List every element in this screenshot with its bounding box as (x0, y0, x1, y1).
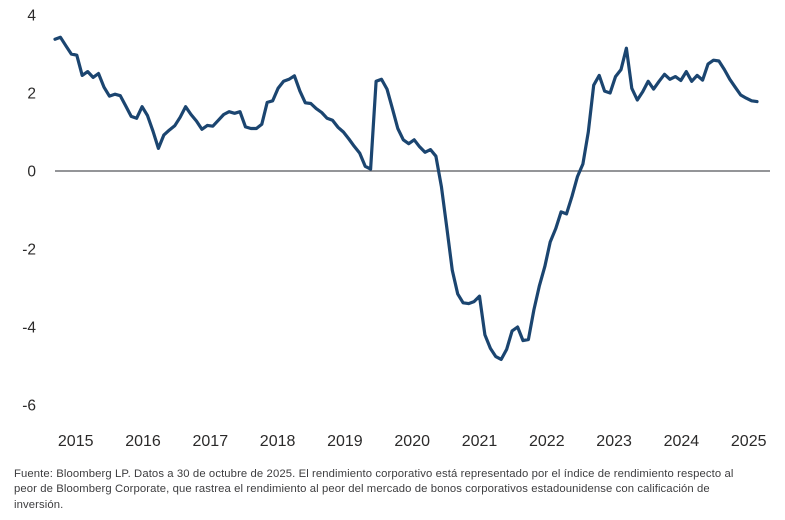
x-tick-label: 2025 (731, 433, 767, 450)
footnote-line: inversión. (14, 498, 64, 511)
x-tick-label: 2022 (529, 433, 565, 450)
footnote-line: Fuente: Bloomberg LP. Datos a 30 de octu… (14, 468, 734, 480)
corporate-yield-line-chart: 4 2 0 -2 -4 -6 2015 2016 2017 2018 2019 2020 2021 202… (22, 8, 770, 450)
x-tick-label: 2018 (260, 433, 296, 450)
x-tick-label: 2020 (394, 433, 430, 450)
x-tick-label: 2015 (58, 433, 94, 450)
x-tick-label: 2023 (596, 433, 632, 450)
x-tick-label: 2021 (462, 433, 498, 450)
x-tick-label: 2016 (125, 433, 161, 450)
y-tick-label: 2 (27, 86, 36, 103)
x-tick-label: 2024 (664, 433, 700, 450)
x-tick-label: 2019 (327, 433, 363, 450)
footnote-line: peor de Bloomberg Corporate, que rastrea… (14, 483, 710, 496)
y-tick-label: 4 (27, 8, 36, 25)
y-tick-label: -4 (22, 320, 36, 337)
x-tick-label: 2017 (193, 433, 229, 450)
y-tick-label: -6 (22, 398, 36, 415)
source-footnote: Fuente: Bloomberg LP. Datos a 30 de octu… (14, 467, 776, 513)
y-tick-label: 0 (27, 164, 36, 181)
yield-data-line (53, 35, 759, 361)
y-tick-label: -2 (22, 242, 36, 259)
